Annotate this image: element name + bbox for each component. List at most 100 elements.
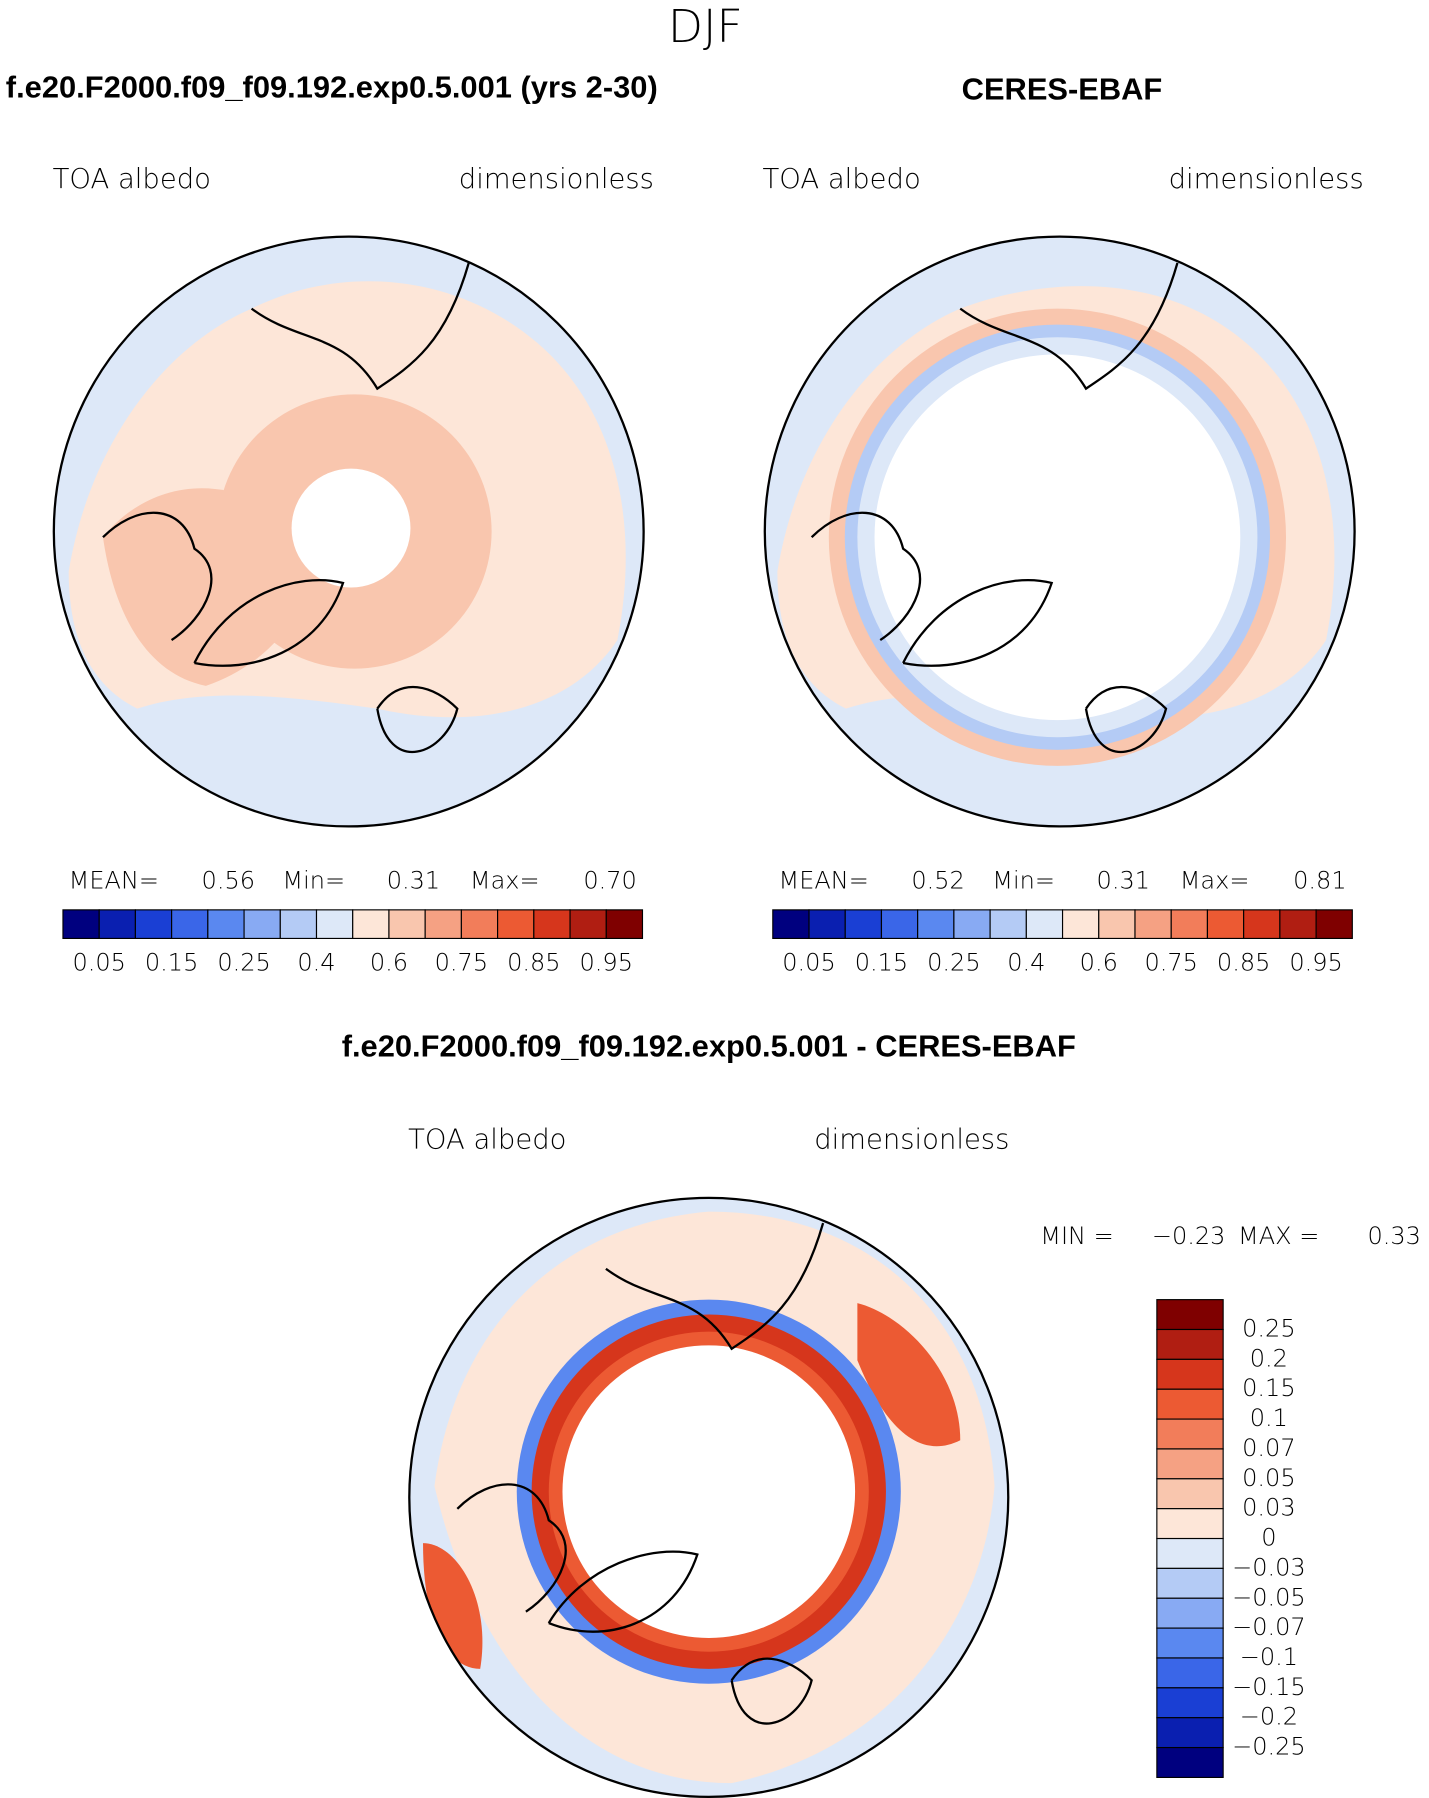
colorbar-box bbox=[1156, 1299, 1224, 1331]
colorbar-label: −0.25 bbox=[1232, 1733, 1306, 1761]
variable: TOA albedo bbox=[763, 164, 921, 195]
colorbar-box bbox=[844, 909, 883, 940]
variable: TOA albedo bbox=[408, 1124, 566, 1155]
units: dimensionless bbox=[1169, 164, 1364, 195]
colorbar-box bbox=[1156, 1478, 1224, 1510]
colorbar-box bbox=[1156, 1597, 1224, 1629]
colorbar-label: 0.4 bbox=[297, 949, 335, 977]
colorbar-label: −0.15 bbox=[1232, 1673, 1306, 1701]
colorbar-box bbox=[569, 909, 607, 940]
colorbar: MEAN= 0.52 Min= 0.31 Max= 0.81 0.05 0.15 0.25 0.4… bbox=[772, 866, 1353, 977]
colorbar-box bbox=[1098, 909, 1136, 940]
map bbox=[764, 236, 1355, 827]
colorbar-box bbox=[953, 909, 991, 940]
difference-heading: f.e20.F2000.f09_f09.192.exp0.5.001 - CER… bbox=[342, 1028, 1076, 1063]
colorbar-label: 0.15 bbox=[855, 949, 908, 977]
colorbar-box bbox=[1315, 909, 1353, 940]
colorbar-label: −0.05 bbox=[1232, 1583, 1306, 1611]
colorbar-box bbox=[388, 909, 426, 940]
stat-value: 0.81 bbox=[1293, 866, 1346, 894]
colorbar-label: 0.15 bbox=[1242, 1374, 1295, 1402]
map-border bbox=[52, 235, 645, 828]
colorbar-box bbox=[1243, 909, 1281, 940]
colorbar-label: 0 bbox=[1261, 1524, 1276, 1552]
stat-label: Max= bbox=[470, 866, 540, 894]
colorbar-box bbox=[1206, 909, 1245, 940]
colorbar-label: 0.05 bbox=[1242, 1464, 1295, 1492]
colorbar-box bbox=[1025, 909, 1064, 940]
colorbar-box bbox=[62, 909, 100, 940]
colorbar-label: 0.6 bbox=[1080, 949, 1118, 977]
colorbar-label: 0.85 bbox=[1217, 949, 1270, 977]
colorbar: MEAN= 0.56 Min= 0.31 Max= 0.70 0.05 0.15 0.25 0.4… bbox=[62, 866, 644, 977]
colorbar-box bbox=[533, 909, 571, 940]
colorbar-box bbox=[315, 909, 354, 940]
colorbar-label: −0.07 bbox=[1232, 1613, 1306, 1641]
stat-label: Min= bbox=[282, 866, 345, 894]
stat-label: MEAN= bbox=[779, 866, 869, 894]
colorbar-label: 0.15 bbox=[145, 949, 198, 977]
colorbar-box bbox=[424, 909, 462, 940]
colorbar-box bbox=[1279, 909, 1317, 940]
colorbar-label: 0.25 bbox=[927, 949, 980, 977]
colorbar-label: 0.75 bbox=[1144, 949, 1197, 977]
colorbar-box bbox=[1061, 909, 1100, 940]
colorbar-box bbox=[1156, 1687, 1224, 1719]
colorbar-box bbox=[1156, 1328, 1224, 1360]
variable: TOA albedo bbox=[53, 164, 211, 195]
colorbar-label: 0.05 bbox=[72, 949, 125, 977]
colorbar-box bbox=[134, 909, 173, 940]
colorbar: 0.250.20.150.10.070.050.030−0.03−0.05−0.… bbox=[1156, 1299, 1306, 1778]
colorbar-box bbox=[1156, 1358, 1224, 1390]
stat-value: 0.52 bbox=[911, 866, 964, 894]
map bbox=[409, 1197, 1009, 1797]
colorbar-box bbox=[1156, 1537, 1224, 1569]
colorbar-box bbox=[497, 909, 535, 940]
colorbar-label: −0.2 bbox=[1240, 1703, 1298, 1731]
map-border bbox=[408, 1196, 1010, 1798]
colorbar-box bbox=[1156, 1746, 1224, 1778]
colorbar-box bbox=[1156, 1388, 1224, 1420]
colorbar-box bbox=[98, 909, 136, 940]
colorbar-box bbox=[1134, 909, 1172, 940]
panel-heading: CERES-EBAF bbox=[962, 72, 1163, 107]
colorbar-box bbox=[1156, 1717, 1224, 1749]
colorbar-box bbox=[207, 909, 245, 940]
colorbar-label: 0.85 bbox=[507, 949, 560, 977]
colorbar-label: 0.4 bbox=[1007, 949, 1045, 977]
stat-value: 0.31 bbox=[1097, 866, 1150, 894]
colorbar-box bbox=[917, 909, 955, 940]
colorbar-label: 0.07 bbox=[1242, 1434, 1295, 1462]
colorbar-box bbox=[1156, 1508, 1224, 1540]
colorbar-box bbox=[1170, 909, 1209, 940]
colorbar-box bbox=[989, 909, 1027, 940]
colorbar-box bbox=[279, 909, 318, 940]
coastline bbox=[810, 262, 1179, 754]
colorbar-label: 0.2 bbox=[1250, 1344, 1288, 1372]
colorbar-box bbox=[243, 909, 281, 940]
colorbar-box bbox=[1156, 1418, 1224, 1450]
stat-value: −0.23 bbox=[1152, 1222, 1226, 1250]
colorbar-box bbox=[772, 909, 810, 940]
map-border bbox=[763, 235, 1356, 828]
colorbar-label: −0.03 bbox=[1232, 1553, 1306, 1581]
colorbar-label: 0.25 bbox=[1242, 1314, 1295, 1342]
stat-value: 0.56 bbox=[202, 866, 255, 894]
colorbar-box bbox=[1156, 1567, 1224, 1599]
colorbar-label: 0.05 bbox=[782, 949, 835, 977]
stat-label: MIN = bbox=[1040, 1222, 1113, 1250]
colorbar-label: 0.25 bbox=[217, 949, 270, 977]
coastline bbox=[102, 262, 470, 754]
colorbar-box bbox=[171, 909, 209, 940]
colorbar-box bbox=[808, 909, 846, 940]
stat-value: 0.70 bbox=[583, 866, 636, 894]
units: dimensionless bbox=[459, 164, 654, 195]
map bbox=[53, 236, 644, 827]
stat-label: Max= bbox=[1180, 866, 1250, 894]
stat-label: Min= bbox=[992, 866, 1055, 894]
colorbar-box bbox=[352, 909, 390, 940]
colorbar-box bbox=[880, 909, 919, 940]
colorbar-box bbox=[1156, 1627, 1224, 1659]
colorbar-box bbox=[460, 909, 499, 940]
colorbar-box bbox=[1156, 1657, 1224, 1689]
